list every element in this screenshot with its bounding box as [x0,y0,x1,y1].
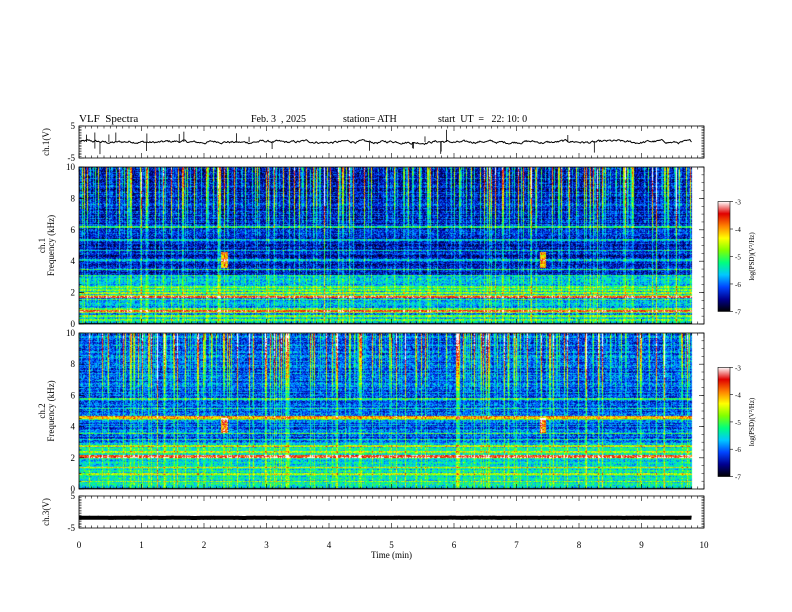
colorbar-gradient [717,201,731,312]
y-tick-label: -5 [68,153,76,163]
x-tick-label: 5 [389,540,394,550]
y-tick-label: 2 [71,288,76,298]
colorbar-tick-label: -6 [735,446,741,454]
start-ut-label: start UT = 22: 10: 0 [438,114,528,125]
ch1-waveform-trace [78,129,692,155]
ch2-spectrogram-ylabel: Frequency (kHz) [46,380,56,441]
colorbar-tick-label: -6 [735,281,741,289]
ch3-waveform-ylabel: ch.3(V) [41,498,51,526]
x-tick-label: 9 [639,540,644,550]
ch1-spectrogram-axes: 0 2 4 6 8 10 ch.1 Frequency (kHz) [37,162,705,329]
ch3-waveform-trace [79,515,692,521]
colorbar-tick-label: -4 [735,392,741,400]
ch2-spectrogram-colorbar: -3 -4 -5 -6 -7 log(PSD)(V²/Hz) [717,364,756,482]
y-tick-label: 6 [71,390,76,400]
y-tick-label: 6 [71,225,76,235]
x-tick-label: 8 [577,540,582,550]
y-tick-label: 5 [71,491,76,501]
y-tick-label: -5 [68,523,76,533]
ch3-waveform-line [79,515,692,521]
colorbar-tick-label: -4 [735,226,741,234]
ch1-waveform-axes: 5 -5 ch.1(V) [41,121,705,163]
ch1-waveform-line [78,138,692,146]
y-tick-label: 8 [71,193,76,203]
ch2-spectrogram-image [79,333,704,489]
x-tick-label: 10 [700,540,710,550]
colorbar-gradient [717,367,731,477]
y-tick-label: 8 [71,359,76,369]
y-tick-label: 4 [71,256,76,266]
ch1-spectrogram-colorbar: -3 -4 -5 -6 -7 log(PSD)(V²/Hz) [717,199,756,316]
y-tick-label: 10 [66,162,76,172]
x-axis-label: Time (min) [371,550,412,560]
figure-title: VLF Spectra [79,113,139,125]
date-label: Feb. 3 , 2025 [251,114,306,125]
y-tick-label: 2 [71,453,76,463]
y-tick-label: 4 [71,422,76,432]
x-tick-label: 3 [264,540,269,550]
colorbar-tick-label: -7 [735,474,741,482]
ch1-spectrogram-image [79,167,704,324]
colorbar-tick-label: -7 [735,308,741,316]
x-tick-label: 7 [514,540,519,550]
colorbar-label: log(PSD)(V²/Hz) [748,397,756,446]
ch1-spectrogram-ylabel: Frequency (kHz) [46,215,56,276]
colorbar-tick-label: -3 [735,199,741,207]
ch1-waveform-ylabel: ch.1(V) [41,128,51,156]
x-tick-label: 0 [77,540,82,550]
x-tick-label: 6 [452,540,457,550]
colorbar-label: log(PSD)(V²/Hz) [748,232,756,281]
y-tick-label: 0 [71,319,76,329]
colorbar-tick-label: -5 [735,253,741,261]
x-tick-label: 1 [139,540,144,550]
colorbar-tick-label: -5 [735,419,741,427]
ch3-waveform-axes: 5 -5 ch.3(V) 0 1 2 3 4 5 6 7 8 9 10 Time (min) [41,491,709,560]
x-tick-label: 2 [202,540,207,550]
x-tick-label: 4 [327,540,332,550]
y-tick-label: 0 [71,484,76,494]
ch1-spectrogram-ylabel: ch.1 [37,238,47,253]
ch2-spectrogram-ylabel: ch.2 [37,403,47,418]
station-label: station= ATH [343,114,397,125]
y-tick-label: 10 [66,328,76,338]
ch2-spectrogram-axes: 0 2 4 6 8 10 ch.2 Frequency (kHz) [37,328,705,494]
colorbar-tick-label: -3 [735,364,741,372]
y-tick-label: 5 [71,121,76,131]
